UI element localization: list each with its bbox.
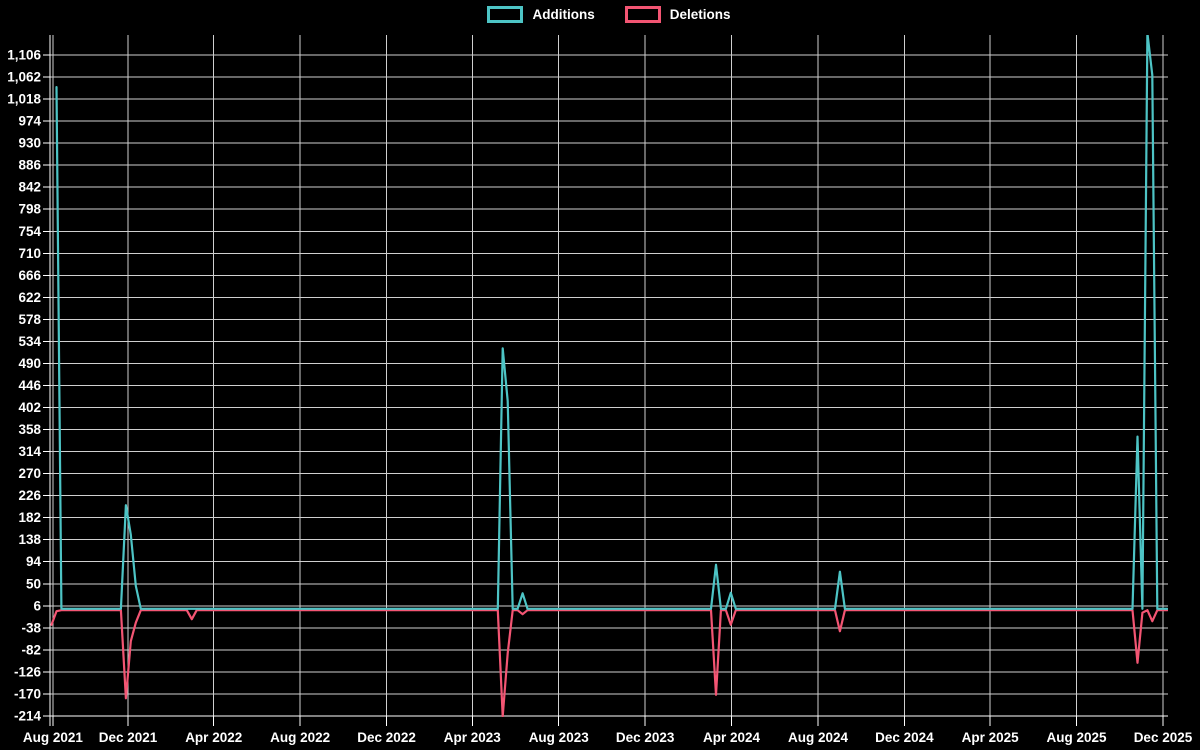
y-axis-label: 842 [18, 180, 41, 195]
y-axis-label: 666 [18, 268, 41, 283]
y-axis-label: 798 [18, 202, 41, 217]
x-axis-label: Apr 2024 [703, 730, 761, 745]
additions-legend-label: Additions [532, 6, 595, 22]
y-axis-label: 94 [26, 554, 42, 569]
x-axis-label: Dec 2025 [1134, 730, 1193, 745]
x-axis-label: Aug 2024 [788, 730, 849, 745]
y-tick-labels: -214 -170 -126 -82 -38 6 50 94 138 182 226 270 314 35… [7, 48, 41, 724]
y-axis-label: 446 [18, 378, 41, 393]
x-axis-label: Aug 2021 [23, 730, 84, 745]
x-axis-label: Aug 2025 [1047, 730, 1108, 745]
y-axis-label: 578 [18, 312, 41, 327]
additions-swatch-icon [487, 6, 524, 23]
legend-item-additions[interactable]: Additions [487, 6, 595, 23]
y-axis-label: 138 [18, 532, 41, 547]
x-tick-labels: Aug 2021 Dec 2021 Apr 2022 Aug 2022 Dec 2022… [23, 730, 1193, 745]
y-axis-label: 6 [33, 598, 41, 613]
y-axis-label: 622 [18, 290, 41, 305]
chart-legend: Additions Deletions [50, 6, 1168, 23]
y-axis-label: 402 [18, 400, 41, 415]
y-axis-label: 886 [18, 158, 41, 173]
y-axis-label: 1,062 [7, 70, 41, 85]
y-axis-label: -126 [14, 664, 42, 679]
y-axis-label: 1,106 [7, 48, 41, 63]
x-axis-label: Apr 2023 [444, 730, 502, 745]
y-axis-label: 358 [18, 422, 41, 437]
y-axis-label: 490 [18, 356, 41, 371]
x-axis-label: Apr 2025 [962, 730, 1020, 745]
series-lines [50, 35, 1168, 717]
x-tick-marks [52, 716, 1164, 726]
deletions-swatch-icon [624, 6, 661, 23]
deletions-line [50, 609, 1168, 717]
x-axis-label: Dec 2024 [875, 730, 934, 745]
y-tick-marks [43, 54, 50, 717]
x-gridlines [52, 35, 1164, 716]
x-axis-label: Aug 2022 [270, 730, 330, 745]
y-axis-label: 930 [18, 136, 41, 151]
y-axis-label: -170 [14, 686, 41, 701]
y-axis-label: -82 [21, 642, 41, 657]
y-axis-label: 226 [18, 488, 41, 503]
deletions-legend-label: Deletions [669, 6, 731, 22]
y-axis-label: 50 [26, 576, 41, 591]
y-axis-label: 1,018 [7, 92, 41, 107]
y-axis-label: 710 [18, 246, 41, 261]
x-axis-label: Apr 2022 [185, 730, 242, 745]
y-axis-label: 314 [18, 444, 41, 459]
y-axis-label: 534 [18, 334, 41, 349]
legend-item-deletions[interactable]: Deletions [624, 6, 731, 23]
x-axis-label: Aug 2023 [529, 730, 590, 745]
x-axis-label: Dec 2022 [357, 730, 416, 745]
y-axis-label: 182 [18, 510, 41, 525]
y-axis-label: 270 [18, 466, 41, 481]
x-axis-label: Dec 2021 [99, 730, 158, 745]
y-axis-label: 754 [18, 224, 41, 239]
y-gridlines [50, 54, 1168, 717]
y-axis-label: -38 [21, 620, 41, 635]
additions-line [55, 35, 1168, 610]
y-axis-label: -214 [14, 708, 42, 723]
y-axis-label: 974 [18, 114, 41, 129]
x-axis-label: Dec 2023 [616, 730, 675, 745]
